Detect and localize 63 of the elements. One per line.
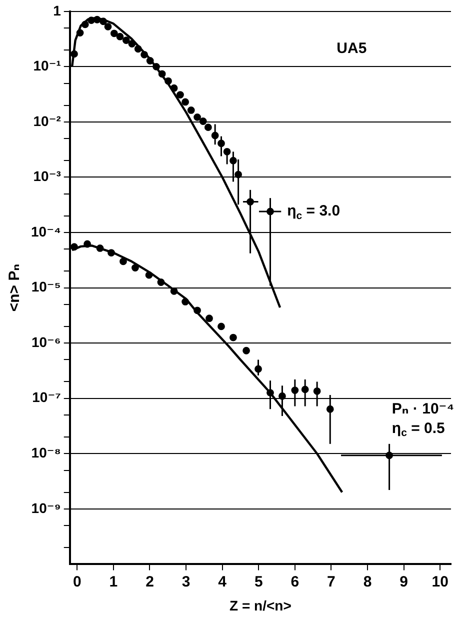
point bbox=[176, 91, 184, 98]
y-tick-label: 10⁻⁵ bbox=[31, 278, 61, 295]
point bbox=[128, 40, 136, 48]
point bbox=[206, 314, 213, 322]
y-tick-label: 10⁻⁸ bbox=[31, 444, 61, 460]
point bbox=[204, 124, 212, 132]
point bbox=[170, 84, 178, 92]
point bbox=[194, 306, 201, 314]
point bbox=[230, 334, 237, 342]
x-tick-label: 6 bbox=[290, 573, 300, 590]
x-tick-label: 8 bbox=[363, 573, 372, 590]
point bbox=[140, 50, 148, 58]
point bbox=[70, 50, 78, 58]
point bbox=[108, 249, 115, 256]
point bbox=[70, 243, 78, 251]
x-tick-label: 2 bbox=[146, 573, 154, 590]
x-tick-label: 9 bbox=[400, 573, 408, 590]
point bbox=[199, 118, 207, 125]
point bbox=[146, 57, 154, 64]
point bbox=[145, 271, 153, 279]
x-tick-label: 1 bbox=[109, 573, 118, 590]
y-tick-label: 10⁻² bbox=[33, 112, 62, 129]
x-tick-label: 7 bbox=[327, 573, 336, 590]
y-axis-title: <n> Pₙ bbox=[6, 264, 24, 312]
point bbox=[182, 98, 190, 106]
x-tick-label: 3 bbox=[182, 573, 190, 590]
point bbox=[76, 29, 84, 37]
point bbox=[120, 258, 127, 266]
point bbox=[100, 18, 107, 26]
point bbox=[152, 62, 160, 70]
point bbox=[84, 240, 92, 248]
x-tick-label: 0 bbox=[72, 573, 82, 590]
point bbox=[132, 264, 139, 272]
x-tick-label: 5 bbox=[254, 573, 263, 590]
point bbox=[187, 106, 195, 114]
point bbox=[104, 22, 112, 30]
point bbox=[157, 278, 165, 286]
point bbox=[96, 244, 104, 252]
point bbox=[110, 30, 118, 38]
point bbox=[88, 16, 95, 24]
point bbox=[242, 346, 250, 354]
point bbox=[194, 113, 201, 121]
point bbox=[158, 70, 166, 78]
x-tick-label: 10 bbox=[432, 573, 448, 590]
point bbox=[134, 45, 142, 53]
x-axis-title: Z = n/<n> bbox=[230, 597, 292, 614]
x-tick-label: 4 bbox=[218, 573, 228, 590]
y-tick-label: 10⁻⁴ bbox=[30, 223, 61, 240]
point bbox=[164, 77, 172, 85]
y-tick-label: 10⁻⁷ bbox=[32, 389, 62, 406]
point bbox=[182, 298, 190, 306]
point bbox=[81, 20, 89, 28]
point bbox=[122, 36, 130, 44]
y-tick-label: 10⁻⁹ bbox=[31, 500, 61, 516]
y-tick-label: 10⁻¹ bbox=[33, 58, 62, 74]
y-tick-label: 10⁻³ bbox=[33, 168, 62, 184]
point bbox=[116, 32, 124, 40]
y-tick-label: 10⁻⁶ bbox=[31, 334, 61, 350]
annotation: Pₙ · 10⁻⁴ bbox=[392, 400, 454, 418]
point bbox=[93, 16, 101, 24]
point bbox=[218, 322, 225, 330]
y-tick-label: 1 bbox=[53, 2, 62, 18]
annotation: UA5 bbox=[336, 40, 367, 58]
